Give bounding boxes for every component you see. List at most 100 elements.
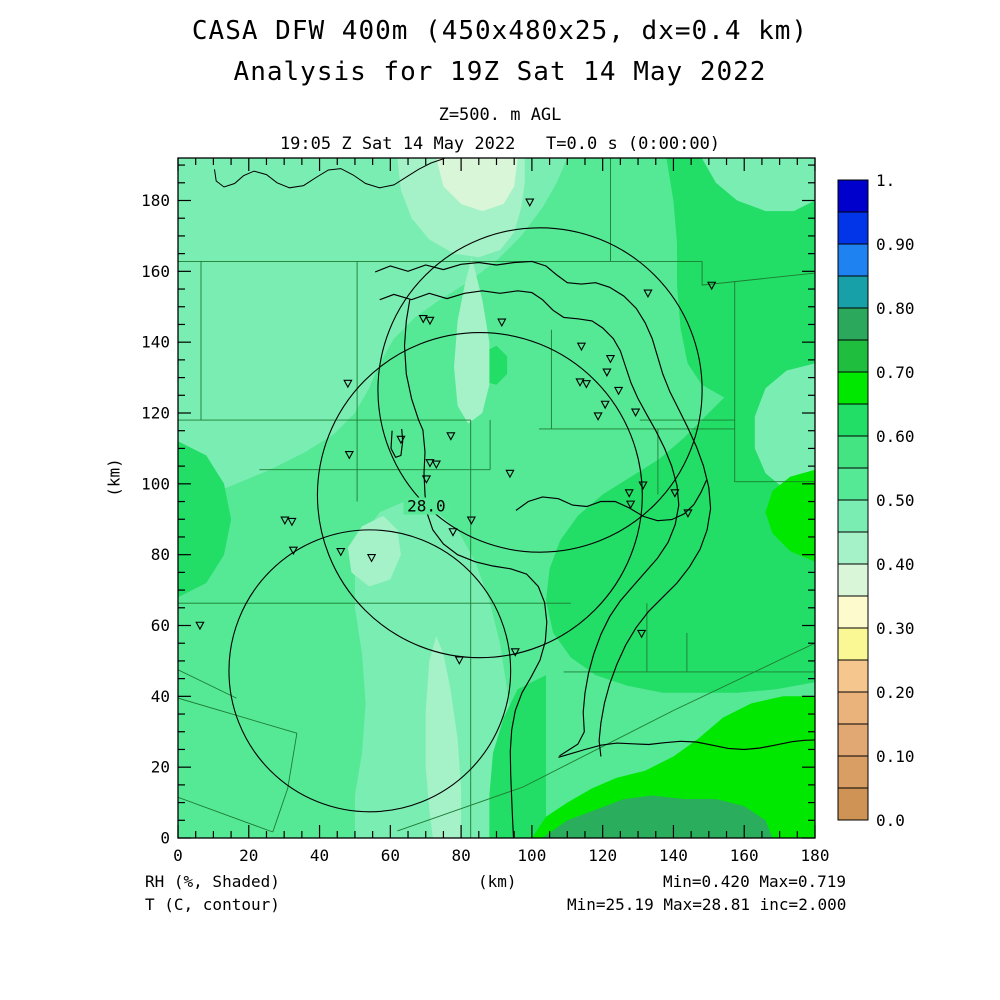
rh-region-0.60-0.65	[666, 158, 815, 403]
colorbar-cell	[837, 531, 869, 565]
station-marker	[624, 489, 634, 498]
station-marker	[670, 489, 680, 498]
shaded-field-label: RH (%, Shaded)	[145, 872, 280, 891]
colorbar-cell	[837, 275, 869, 309]
colorbar-cell	[837, 563, 869, 597]
colorbar-cell	[837, 595, 869, 629]
colorbar-cell	[837, 435, 869, 469]
rh-region-0.65-0.70	[531, 696, 815, 838]
colorbar-label: 0.90	[876, 235, 915, 254]
station-marker	[600, 400, 610, 410]
station-marker	[593, 412, 603, 421]
station-marker	[602, 368, 612, 377]
station-marker	[288, 546, 298, 556]
axes: 0 20 40 60 80 100 120 140 160 180 0 20 40 60 80 100 120 1…	[141, 157, 830, 865]
colorbar-label: 0.40	[876, 555, 915, 574]
rh-region-0.60-0.65	[178, 441, 232, 598]
station-marker	[446, 432, 456, 441]
station-marker	[366, 554, 377, 563]
county-line	[397, 642, 815, 832]
station-marker	[418, 314, 428, 324]
colorbar-cell	[837, 371, 869, 405]
county-line	[272, 733, 298, 833]
river-line	[214, 158, 445, 189]
colorbar-label: 0.50	[876, 491, 915, 510]
level-label: Z=500. m AGL	[438, 105, 562, 125]
rh-region-0.40-0.45	[425, 636, 462, 838]
rh-region-0.60-0.65	[489, 675, 546, 838]
county-line	[178, 669, 237, 699]
colorbar-cell	[837, 211, 869, 245]
station-marker	[581, 380, 592, 389]
county-line	[178, 796, 273, 833]
station-marker	[510, 648, 520, 657]
station-marker	[636, 629, 647, 639]
station-marker	[576, 342, 587, 352]
rh-region-0.40-0.45	[347, 515, 401, 587]
station-marker	[425, 459, 435, 468]
colorbar-label: 0.60	[876, 427, 915, 446]
y-tick-label: 160	[141, 262, 170, 281]
temp-contour-line	[403, 299, 548, 838]
colorbar-cell	[837, 755, 869, 789]
rh-region-0.60-0.65	[546, 342, 815, 693]
station-marker	[344, 450, 354, 460]
contour-stats-label: Min=25.19 Max=28.81 inc=2.000	[567, 895, 847, 914]
county-line	[734, 281, 815, 483]
station-marker	[525, 198, 535, 207]
station-marker	[643, 289, 653, 298]
colorbar: 0.0 0.10 0.20 0.30 0.40 0.50 0.60 0.70 0.80 0.90 1…	[837, 171, 915, 830]
colorbar-cell	[837, 627, 869, 661]
station-marker	[454, 656, 464, 665]
contour-field-label: T (C, contour)	[145, 895, 280, 914]
station-marker	[683, 509, 693, 518]
rh-region-0.35-0.40	[436, 158, 518, 212]
colorbar-cell	[837, 691, 869, 725]
station-marker	[505, 469, 515, 479]
station-marker	[425, 316, 435, 326]
station-markers	[195, 198, 717, 665]
x-tick-label: 180	[801, 846, 830, 865]
temp-contour-line	[379, 290, 680, 757]
rh-region-0.45-0.50	[701, 158, 815, 212]
station-marker	[431, 460, 441, 470]
colorbar-cell	[837, 723, 869, 757]
colorbar-label: 0.70	[876, 363, 915, 382]
station-marker	[280, 516, 290, 526]
station-marker	[625, 500, 636, 510]
x-axis-unit-label: (km)	[478, 872, 517, 891]
station-marker	[638, 481, 648, 490]
temperature-contours	[374, 260, 815, 838]
station-marker	[497, 318, 507, 328]
contour-label-bg	[403, 497, 450, 515]
station-marker	[605, 355, 616, 364]
station-marker	[343, 379, 353, 389]
colorbar-label: 0.30	[876, 619, 915, 638]
radar-range-rings	[228, 227, 703, 813]
y-tick-label: 60	[151, 616, 170, 635]
page-title: CASA DFW 400m (450x480x25, dx=0.4 km)	[191, 16, 809, 46]
y-tick-label: 140	[141, 333, 170, 352]
range-ring	[228, 529, 512, 813]
colorbar-cell	[837, 243, 869, 277]
x-tick-label: 0	[173, 846, 183, 865]
county-boundaries	[178, 158, 815, 838]
x-tick-label: 100	[517, 846, 546, 865]
contour-label-28: 28.0	[407, 497, 446, 516]
state-boundary-river	[214, 158, 445, 189]
x-tick-label: 140	[659, 846, 688, 865]
page-subtitle: Analysis for 19Z Sat 14 May 2022	[233, 57, 767, 87]
y-tick-label: 40	[151, 687, 170, 706]
colorbar-label: 1.	[876, 171, 895, 190]
valid-time-label: 19:05 Z Sat 14 May 2022 T=0.0 s (0:00:00…	[279, 134, 721, 154]
colorbar-cell	[837, 499, 869, 533]
station-marker	[448, 528, 458, 537]
colorbar-cell	[837, 403, 869, 437]
rh-region-0.70-0.75	[542, 795, 773, 838]
range-ring	[377, 227, 703, 553]
temp-contour-line	[558, 739, 815, 758]
colorbar-label: 0.20	[876, 683, 915, 702]
station-marker	[336, 548, 346, 557]
